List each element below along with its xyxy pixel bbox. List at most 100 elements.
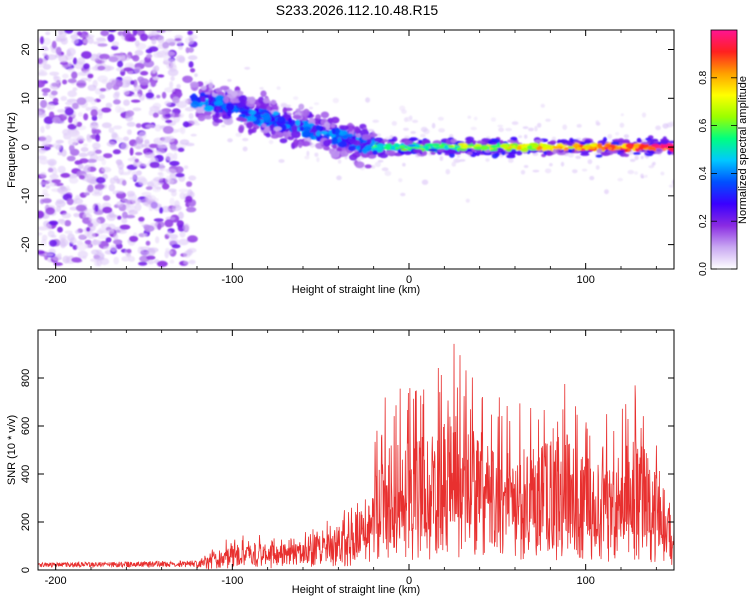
spectrogram-blob-1701 [331,137,339,145]
spectrogram-blob-990 [372,119,380,123]
spectrogram-blob-191 [49,71,60,76]
spectrogram-blob-2489 [661,144,667,148]
spectrogram-blob-753 [159,207,164,214]
spectrogram-blob-1803 [214,100,224,106]
spectrogram-blob-694 [57,253,62,258]
spectrogram-blob-762 [45,207,55,215]
spectrogram-blob-1716 [287,136,294,141]
spectrogram-blob-813 [155,148,165,155]
spectrogram-blob-272 [103,153,113,159]
spectrogram-blob-320 [43,220,51,228]
spectrogram-blob-934 [534,125,538,132]
spectrogram-blob-1550 [330,116,340,124]
spectrogram-blob-1067 [669,121,674,127]
spectrogram-blob-438 [76,242,87,251]
spectrogram-blob-1763 [354,126,360,134]
spectrogram-blob-827 [38,210,45,219]
spectrogram-blob-1682 [238,126,244,134]
spectrogram-blob-1141 [634,155,639,161]
spectrogram-blob-660 [101,122,112,129]
spectrogram-blob-1022 [528,127,534,132]
spectrogram-blob-338 [55,206,62,212]
spectrogram-blob-1596 [248,110,257,115]
spectrogram-blob-1735 [330,123,336,128]
spectrogram-blob-887 [49,183,57,187]
spectrogram-blob-360 [169,197,175,206]
spectrogram-blob-995 [532,169,540,173]
spectrogram-blob-76 [113,256,120,265]
spectrogram-blob-2339 [668,140,674,144]
spectrogram-blob-786 [150,197,159,202]
spectrogram-blob-2468 [633,143,639,149]
spectrogram-blob-308 [55,34,62,41]
spectrogram-blob-2491 [460,146,468,149]
spectrogram-blob-1008 [627,169,635,175]
spectrogram-blob-2471 [467,148,472,153]
spectrogram-blob-171 [156,94,161,99]
spectrogram-blob-1484 [315,114,321,120]
spectrogram-blob-642 [175,91,183,98]
spectrogram-blob-1132 [545,118,551,122]
spectrogram-blob-758 [47,158,57,166]
spectrogram-blob-1762 [302,108,310,117]
spectrogram-blob-836 [134,158,139,163]
spectrogram-blob-489 [137,176,147,184]
spectrogram-blob-456 [188,47,194,53]
spectrogram-blob-126 [42,63,52,70]
spectrogram-blob-1003 [365,97,371,103]
spectrogram-blob-727 [65,101,74,106]
spectrogram-blob-631 [142,163,152,167]
spectrogram-blob-659 [83,208,95,214]
spectrogram-blob-646 [172,96,180,104]
spectrogram-blob-898 [97,43,108,47]
spectrogram-blob-745 [138,131,147,140]
spectrogram-blob-186 [169,81,174,88]
spectrogram-blob-1747 [348,125,354,132]
spectrogram-blob-641 [146,53,153,59]
spectrogram-blob-560 [125,214,136,219]
spectrogram-blob-592 [156,260,168,267]
spectrogram-blob-623 [51,179,61,184]
spectrogram-blob-744 [41,88,51,93]
spectrogram-blob-434 [179,231,186,238]
spectrogram-blob-457 [99,94,106,100]
snr-xtick-label-2: 0 [406,575,412,587]
spectrogram-blob-2291 [539,142,544,147]
spectrogram-blob-467 [177,128,184,133]
spectrogram-blob-620 [187,235,198,243]
spectrogram-blob-2485 [480,145,489,151]
spectrogram-blob-452 [179,139,190,145]
spectrogram-blob-833 [90,98,97,105]
spectrogram-blob-307 [62,79,68,85]
spectrogram-blob-927 [221,124,226,128]
spectrogram-blob-816 [159,171,164,179]
spectrogram-blob-868 [121,179,127,186]
spectrogram-blob-885 [115,178,121,184]
spectrogram-blob-419 [48,220,59,226]
spectrogram-xtick-label-2: 0 [406,274,412,286]
spectrogram-blob-1125 [640,176,645,179]
spectrogram-blob-1778 [303,126,312,132]
spectrogram-blob-1995 [475,151,481,156]
spectrogram-blob-1138 [575,155,582,159]
spectrogram-blob-874 [161,136,173,144]
spectrogram-blob-512 [38,226,49,231]
spectrogram-blob-2478 [491,153,499,159]
spectrogram-blob-1785 [301,140,311,147]
spectrogram-blob-1800 [341,135,349,140]
spectrogram-blob-2178 [449,152,455,158]
spectrogram-blob-857 [112,149,121,155]
spectrogram-blob-622 [49,111,55,119]
spectrogram-blob-2483 [660,139,669,145]
spectrogram-blob-2505 [568,149,573,153]
spectrogram-blob-553 [71,102,79,110]
spectrogram-blob-862 [128,209,139,215]
spectrogram-blob-892 [125,199,131,206]
spectrogram-blob-853 [93,188,100,195]
spectrogram-blob-2486 [648,150,655,154]
spectrogram-blob-1804 [315,125,322,131]
spectrogram-blob-861 [182,223,190,232]
spectrogram-blobs [38,30,674,267]
spectrogram-blob-299 [87,84,97,92]
spectrogram-blob-310 [67,67,75,73]
